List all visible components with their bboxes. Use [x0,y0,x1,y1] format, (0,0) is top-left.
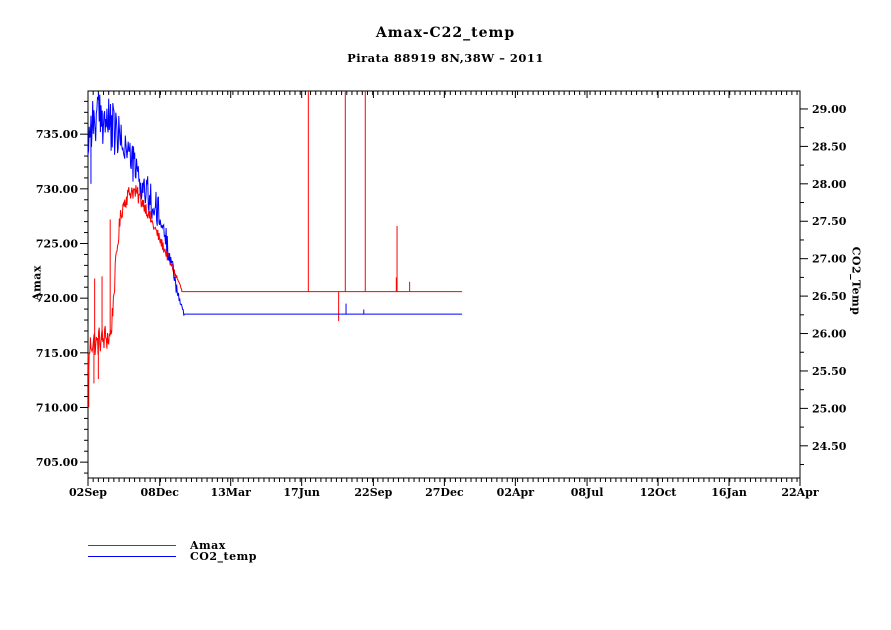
left-tick-label: 710.00 [36,401,78,414]
x-tick-label: 16Jan [711,486,747,499]
x-tick-label: 17Jun [283,486,320,499]
chart-title: Amax-C22_temp [375,25,516,41]
right-tick-label: 28.50 [812,140,847,153]
left-tick-label: 715.00 [36,347,78,360]
right-tick-label: 26.50 [812,290,847,303]
chart-subtitle: Pirata 88919 8N,38W – 2011 [347,51,544,65]
x-tick-label: 13Mar [210,486,251,499]
x-tick-label: 27Dec [425,486,464,499]
right-tick-label: 26.00 [812,328,847,341]
right-tick-label: 27.00 [812,253,847,266]
x-tick-label: 02Sep [69,486,107,499]
legend-item-amax: Amax [88,540,257,551]
right-tick-label: 29.00 [812,103,847,116]
legend-label-co2-temp: CO2_temp [190,550,257,563]
x-tick-label: 02Apr [497,486,535,499]
x-tick-label: 22Apr [781,486,819,499]
left-tick-label: 735.00 [36,128,78,141]
series-amax-line [87,185,463,379]
x-tick-label: 08Dec [140,486,179,499]
legend: Amax CO2_temp [88,540,257,562]
left-tick-label: 705.00 [36,456,78,469]
right-tick-label: 24.50 [812,440,847,453]
right-tick-label: 25.50 [812,365,847,378]
x-tick-label: 22Sep [354,486,392,499]
right-tick-label: 27.50 [812,215,847,228]
series-co2-temp-line [87,93,463,316]
x-tick-label: 12Oct [640,486,678,499]
left-tick-label: 720.00 [36,292,78,305]
right-tick-label: 28.00 [812,178,847,191]
legend-item-co2-temp: CO2_temp [88,551,257,562]
legend-label-amax: Amax [190,539,226,552]
left-tick-label: 730.00 [36,183,78,196]
x-tick-label: 08Jul [571,486,604,499]
plot-frame [87,90,801,479]
left-tick-label: 725.00 [36,238,78,251]
right-tick-label: 25.00 [812,402,847,415]
legend-line-co2-temp [88,556,176,557]
legend-line-amax [88,545,176,546]
